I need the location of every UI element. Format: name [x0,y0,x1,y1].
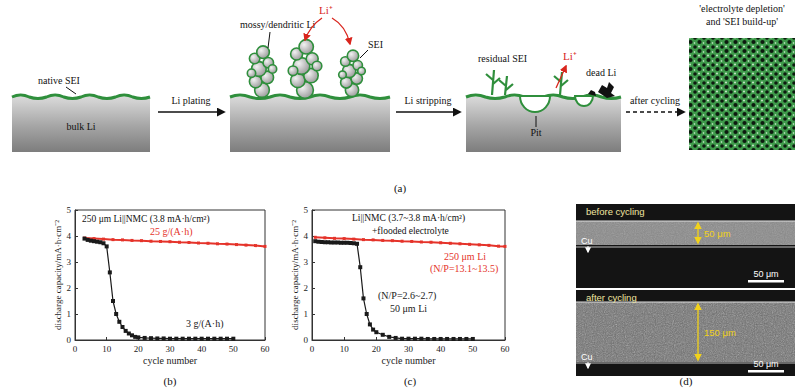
svg-text:4: 4 [67,231,72,241]
svg-text:discharge capacity/mA·h·cm⁻²: discharge capacity/mA·h·cm⁻² [53,220,63,330]
svg-text:0: 0 [73,344,78,354]
svg-text:and 'SEI build-up': and 'SEI build-up' [706,16,778,27]
svg-text:5: 5 [67,205,72,215]
svg-text:SEI: SEI [368,39,383,50]
svg-text:discharge capacity/mA·h·cm⁻²: discharge capacity/mA·h·cm⁻² [290,220,300,330]
svg-text:0: 0 [310,344,315,354]
svg-text:Cu: Cu [581,236,593,246]
svg-text:5: 5 [304,205,309,215]
svg-text:0: 0 [67,335,72,345]
svg-text:Cu: Cu [581,352,593,362]
svg-text:cycle number: cycle number [381,355,436,366]
svg-text:50 μm: 50 μm [753,359,778,369]
svg-text:25 g/(A·h): 25 g/(A·h) [150,226,193,238]
svg-text:0: 0 [304,335,309,345]
svg-text:(d): (d) [680,375,693,388]
svg-text:250 μm Li||NMC (3.8 mA·h/cm²): 250 μm Li||NMC (3.8 mA·h/cm²) [82,214,210,225]
svg-text:40: 40 [436,344,446,354]
svg-text:Li plating: Li plating [171,95,210,106]
svg-text:Li⁺: Li⁺ [319,4,333,16]
svg-text:2: 2 [304,283,309,293]
svg-text:(b): (b) [164,375,177,388]
svg-text:40: 40 [197,344,207,354]
svg-text:(c): (c) [404,375,417,388]
svg-text:Li⁺: Li⁺ [563,50,577,62]
svg-text:1: 1 [67,309,72,319]
svg-text:1: 1 [304,309,309,319]
svg-text:residual SEI: residual SEI [478,53,527,64]
svg-text:'electrolyte depletion': 'electrolyte depletion' [699,3,785,14]
svg-text:Li stripping: Li stripping [405,95,452,106]
svg-text:(N/P=2.6~2.7): (N/P=2.6~2.7) [378,290,436,302]
svg-text:Li||NMC (3.7~3.8 mA·h/cm²): Li||NMC (3.7~3.8 mA·h/cm²) [352,213,465,224]
svg-text:10: 10 [102,344,112,354]
svg-text:2: 2 [67,283,72,293]
svg-text:3: 3 [304,257,309,267]
svg-text:after cycling: after cycling [630,95,680,106]
svg-text:50: 50 [229,344,239,354]
svg-text:after cycling: after cycling [586,292,637,303]
svg-text:50 μm: 50 μm [704,228,731,239]
svg-text:dead Li: dead Li [586,67,616,78]
svg-text:30: 30 [166,344,176,354]
svg-text:50: 50 [468,344,478,354]
svg-text:bulk Li: bulk Li [66,121,95,132]
svg-text:4: 4 [304,231,309,241]
svg-text:60: 60 [261,344,271,354]
svg-text:30: 30 [404,344,414,354]
svg-text:before cycling: before cycling [586,206,645,217]
svg-text:20: 20 [134,344,144,354]
svg-text:Pit: Pit [530,127,541,138]
svg-text:3 g/(A·h): 3 g/(A·h) [186,318,224,330]
svg-text:60: 60 [501,344,511,354]
svg-text:(a): (a) [394,182,407,195]
svg-text:mossy/dendritic Li: mossy/dendritic Li [240,19,315,30]
svg-text:cycle number: cycle number [143,355,198,366]
svg-text:(N/P=13.1~13.5): (N/P=13.1~13.5) [430,263,498,275]
svg-text:+flooded electrolyte: +flooded electrolyte [372,226,449,236]
svg-text:10: 10 [340,344,350,354]
svg-text:150 μm: 150 μm [704,327,736,338]
svg-text:50 μm: 50 μm [753,269,778,279]
svg-text:native SEI: native SEI [38,75,80,86]
svg-text:3: 3 [67,257,72,267]
svg-text:50 μm Li: 50 μm Li [390,303,427,314]
svg-text:20: 20 [372,344,382,354]
svg-text:250 μm Li: 250 μm Li [444,251,486,262]
